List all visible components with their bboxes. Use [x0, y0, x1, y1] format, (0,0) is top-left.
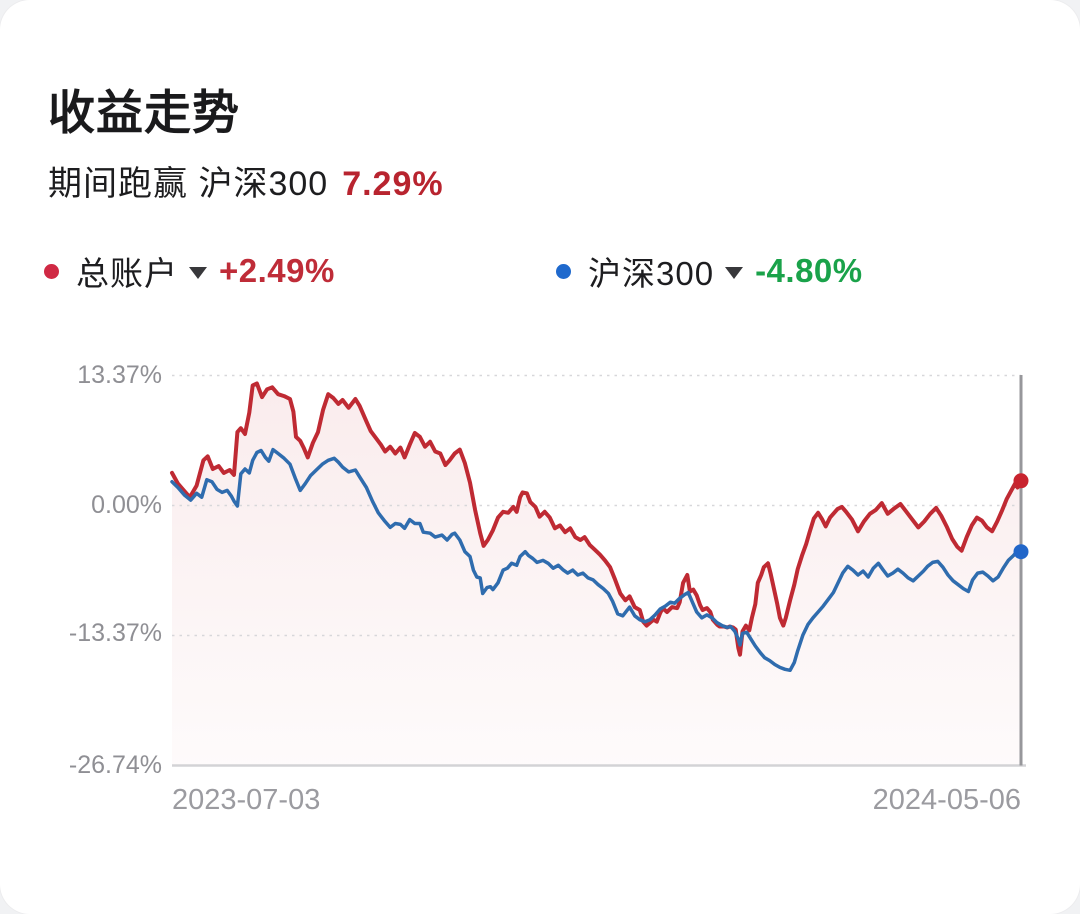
chevron-down-icon	[189, 267, 207, 279]
benchmark-label: 沪深300	[588, 255, 715, 292]
account-label: 总账户	[76, 255, 178, 292]
outperformance-value: 7.29%	[342, 165, 444, 203]
account-series-dot-icon	[44, 263, 59, 279]
benchmark-line	[170, 447, 1023, 673]
outperformance-label: 期间跑赢 沪深300	[48, 165, 329, 203]
returns-chart[interactable]: 13.37% 0.00% -13.37% -26.74% 2023-07-03 …	[0, 350, 1080, 830]
y-axis-tick-label: -26.74%	[68, 751, 162, 779]
account-line	[170, 381, 1023, 657]
account-change-value: +2.49%	[219, 252, 335, 289]
outperformance-summary: 期间跑赢 沪深300 7.29%	[48, 156, 444, 205]
account-end-dot-icon	[1013, 473, 1029, 489]
y-axis-tick-label: -13.37%	[68, 619, 162, 647]
benchmark-end-dot-icon	[1013, 544, 1029, 560]
area-fill	[172, 383, 1021, 766]
y-axis-tick-label: 13.37%	[77, 361, 162, 389]
legend-item-benchmark[interactable]: 沪深300 -4.80%	[556, 248, 863, 294]
legend-item-account[interactable]: 总账户 +2.49%	[44, 248, 335, 294]
x-axis-end-label: 2024-05-06	[872, 784, 1021, 816]
x-axis-start-label: 2023-07-03	[172, 784, 321, 816]
chevron-down-icon	[725, 267, 744, 279]
benchmark-series-dot-icon	[556, 263, 571, 279]
page-title: 收益走势	[48, 86, 240, 139]
benchmark-change-value: -4.80%	[755, 252, 863, 289]
y-axis-tick-label: 0.00%	[91, 491, 162, 519]
chart-canvas	[170, 374, 1029, 767]
